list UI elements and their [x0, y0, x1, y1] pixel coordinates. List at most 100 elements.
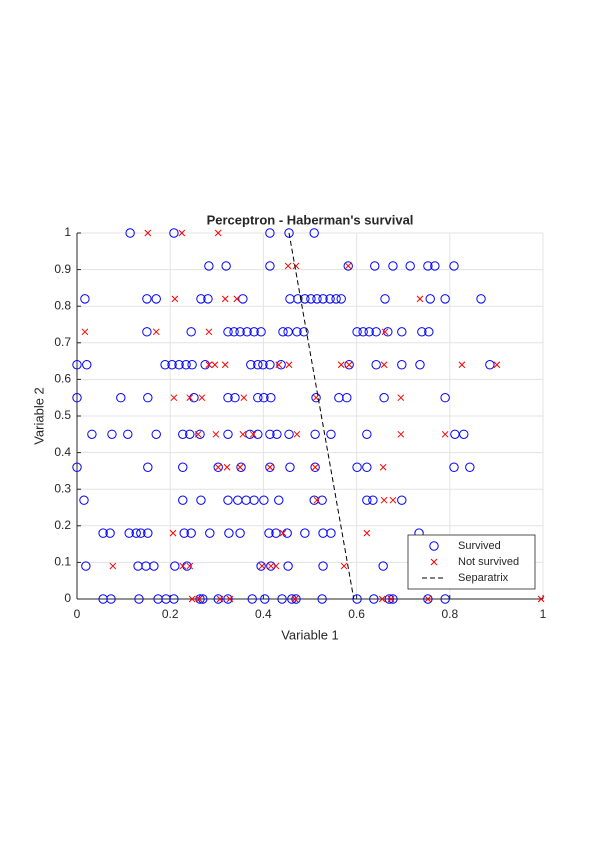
point	[178, 462, 188, 472]
point	[267, 562, 275, 570]
point	[362, 462, 372, 472]
point	[265, 462, 275, 472]
point	[344, 360, 354, 370]
point	[405, 261, 415, 271]
legend-box	[407, 534, 536, 590]
point	[310, 429, 320, 439]
point	[318, 294, 328, 304]
y-tick-label: 0.6	[54, 372, 71, 386]
point	[223, 393, 233, 403]
point	[194, 430, 202, 438]
point	[340, 562, 348, 570]
point	[345, 361, 353, 369]
point	[256, 561, 266, 571]
point	[143, 462, 153, 472]
point	[370, 261, 380, 271]
point	[317, 495, 327, 505]
point	[214, 463, 222, 471]
point	[211, 361, 219, 369]
point	[195, 594, 205, 604]
point	[397, 394, 405, 402]
point	[98, 528, 108, 538]
point	[214, 229, 222, 237]
point	[223, 495, 233, 505]
point	[143, 393, 153, 403]
point	[337, 361, 345, 369]
point	[105, 528, 115, 538]
point	[223, 463, 231, 471]
point	[397, 495, 407, 505]
point	[242, 327, 252, 337]
point	[312, 294, 322, 304]
point	[449, 261, 459, 271]
point	[364, 327, 374, 337]
point	[424, 595, 432, 603]
point	[293, 430, 301, 438]
point	[178, 429, 188, 439]
point	[247, 594, 257, 604]
point	[203, 294, 213, 304]
point	[171, 295, 179, 303]
point	[266, 561, 276, 571]
point	[87, 429, 97, 439]
point	[221, 295, 229, 303]
point	[284, 429, 294, 439]
point	[299, 327, 309, 337]
point	[388, 261, 398, 271]
point	[72, 462, 82, 472]
point	[311, 393, 321, 403]
point	[253, 360, 263, 370]
point	[181, 360, 191, 370]
point	[142, 294, 152, 304]
point	[131, 528, 141, 538]
point	[169, 529, 177, 537]
y-tick-label: 1	[64, 225, 71, 239]
x-tick-label: 0.2	[162, 607, 179, 621]
point	[285, 361, 293, 369]
point	[266, 393, 276, 403]
point	[79, 495, 89, 505]
point	[326, 528, 336, 538]
point	[246, 360, 256, 370]
point	[235, 327, 245, 337]
point	[198, 394, 206, 402]
point	[167, 360, 177, 370]
point	[272, 562, 280, 570]
point	[151, 429, 161, 439]
point	[272, 429, 282, 439]
point	[440, 393, 450, 403]
point	[212, 430, 220, 438]
point	[224, 528, 234, 538]
y-tick-label: 0.2	[54, 518, 71, 532]
point	[417, 327, 427, 337]
point	[425, 294, 435, 304]
point	[170, 394, 178, 402]
point	[278, 327, 288, 337]
point	[378, 595, 386, 603]
point	[152, 328, 160, 336]
point	[440, 294, 450, 304]
point	[459, 429, 469, 439]
point	[143, 528, 153, 538]
point	[344, 262, 352, 270]
point	[178, 495, 188, 505]
separatrix-line	[288, 232, 355, 600]
point	[230, 393, 240, 403]
legend-swatch	[430, 558, 438, 566]
point	[371, 360, 381, 370]
point	[381, 328, 389, 336]
point	[196, 294, 206, 304]
point	[485, 360, 495, 370]
legend-label: Survived	[458, 540, 501, 552]
point	[260, 594, 270, 604]
point	[80, 294, 90, 304]
point	[235, 528, 245, 538]
point	[136, 528, 146, 538]
point	[274, 495, 284, 505]
point	[151, 294, 161, 304]
point	[379, 393, 389, 403]
point	[358, 327, 368, 337]
point	[309, 228, 319, 238]
